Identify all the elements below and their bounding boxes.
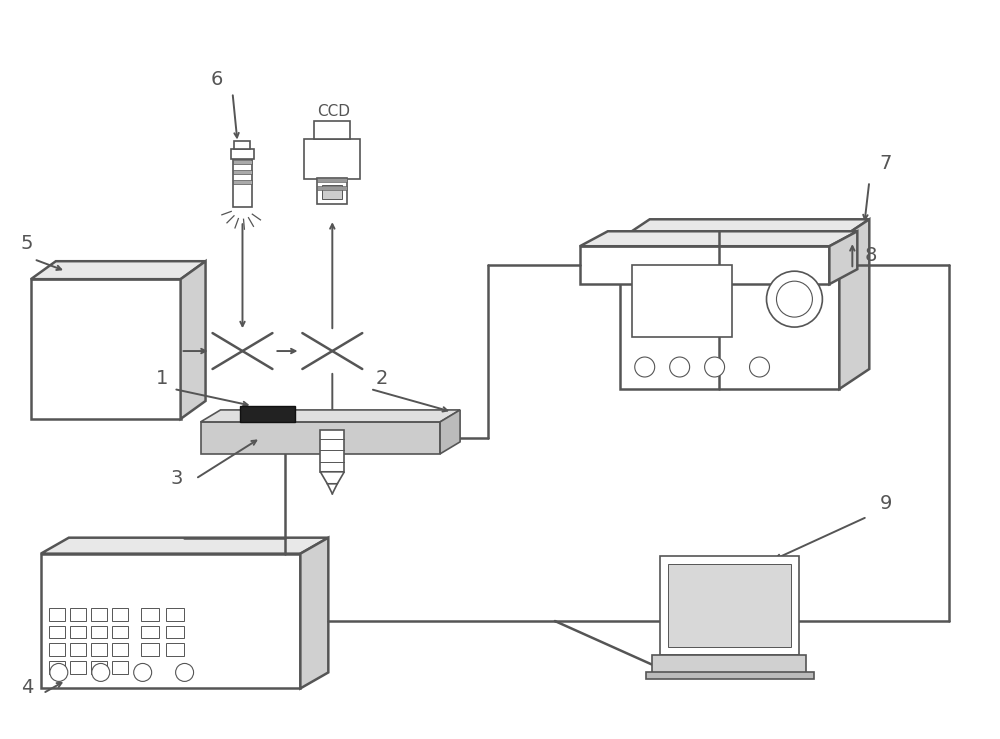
Circle shape — [635, 357, 655, 377]
Bar — [49, 644, 65, 656]
Polygon shape — [620, 239, 839, 389]
Circle shape — [670, 357, 690, 377]
Bar — [70, 607, 86, 621]
Polygon shape — [300, 538, 328, 689]
Bar — [233, 160, 252, 208]
Text: 9: 9 — [879, 494, 892, 513]
Bar — [317, 186, 347, 191]
Bar — [632, 265, 732, 337]
Text: 8: 8 — [864, 246, 877, 265]
Text: 2: 2 — [375, 369, 388, 388]
Bar — [112, 607, 128, 621]
Bar — [70, 625, 86, 638]
Bar — [91, 607, 107, 621]
Circle shape — [766, 271, 822, 327]
Circle shape — [776, 281, 812, 317]
Bar — [112, 625, 128, 638]
Circle shape — [705, 357, 725, 377]
Circle shape — [134, 664, 152, 681]
Bar — [91, 625, 107, 638]
Bar — [112, 661, 128, 675]
Polygon shape — [201, 410, 460, 422]
Bar — [166, 625, 184, 638]
Bar — [49, 661, 65, 675]
Bar — [233, 180, 252, 184]
Polygon shape — [201, 422, 440, 454]
Polygon shape — [41, 538, 328, 554]
Bar — [141, 607, 159, 621]
Text: 5: 5 — [21, 234, 33, 253]
Polygon shape — [580, 231, 857, 246]
Bar — [91, 644, 107, 656]
Bar — [231, 149, 254, 160]
Bar — [91, 661, 107, 675]
Text: 4: 4 — [21, 678, 33, 698]
Polygon shape — [580, 246, 829, 285]
Bar — [233, 171, 252, 174]
Bar — [652, 655, 806, 673]
Polygon shape — [839, 219, 869, 389]
Polygon shape — [440, 410, 460, 454]
Polygon shape — [320, 471, 344, 484]
Bar — [240, 406, 295, 422]
Bar — [70, 661, 86, 675]
Polygon shape — [31, 261, 206, 279]
Bar — [70, 644, 86, 656]
Polygon shape — [31, 279, 181, 419]
Polygon shape — [41, 554, 300, 689]
Polygon shape — [668, 564, 791, 647]
Bar — [112, 644, 128, 656]
Bar — [234, 141, 250, 149]
Text: 6: 6 — [211, 69, 223, 89]
Bar — [304, 140, 360, 180]
Circle shape — [92, 664, 110, 681]
Text: CCD: CCD — [317, 104, 350, 120]
Bar — [646, 672, 814, 679]
Bar — [166, 607, 184, 621]
Circle shape — [750, 357, 769, 377]
Bar — [314, 121, 350, 140]
Text: 3: 3 — [171, 469, 183, 488]
Bar — [141, 644, 159, 656]
Bar — [322, 185, 342, 200]
Bar — [49, 625, 65, 638]
Bar — [317, 178, 347, 204]
Text: 1: 1 — [156, 369, 168, 388]
Text: 7: 7 — [879, 154, 892, 174]
Circle shape — [176, 664, 194, 681]
Circle shape — [50, 664, 68, 681]
Polygon shape — [660, 556, 799, 655]
Bar — [49, 607, 65, 621]
Bar — [320, 430, 344, 471]
Bar — [317, 178, 347, 183]
Polygon shape — [829, 231, 857, 285]
Bar — [233, 160, 252, 164]
Bar — [166, 644, 184, 656]
Polygon shape — [181, 261, 206, 419]
Bar — [141, 625, 159, 638]
Polygon shape — [620, 219, 869, 239]
